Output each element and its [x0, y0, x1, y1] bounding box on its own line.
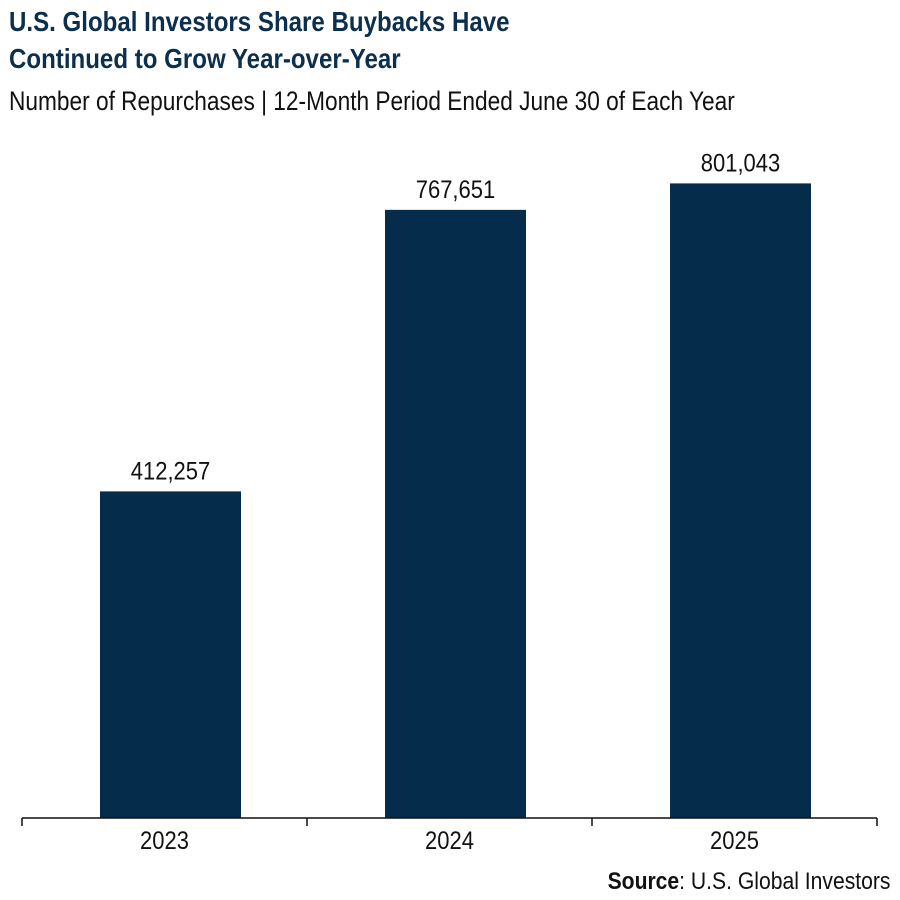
chart-title-line2: Continued to Grow Year-over-Year [9, 43, 401, 74]
x-tick-label: 2023 [140, 827, 189, 855]
chart-subtitle: Number of Repurchases | 12-Month Period … [9, 86, 735, 116]
data-label: 767,651 [416, 176, 495, 204]
bar-2024 [385, 209, 526, 818]
data-label: 801,043 [701, 149, 780, 177]
x-tick-label: 2024 [425, 827, 474, 855]
x-tick-label: 2025 [710, 827, 759, 855]
data-label: 412,257 [131, 457, 210, 485]
chart-title-line1: U.S. Global Investors Share Buybacks Hav… [9, 6, 510, 37]
bar-2025 [670, 183, 811, 818]
bar-2023 [100, 491, 241, 818]
source-note: Source: U.S. Global Investors [607, 868, 890, 895]
